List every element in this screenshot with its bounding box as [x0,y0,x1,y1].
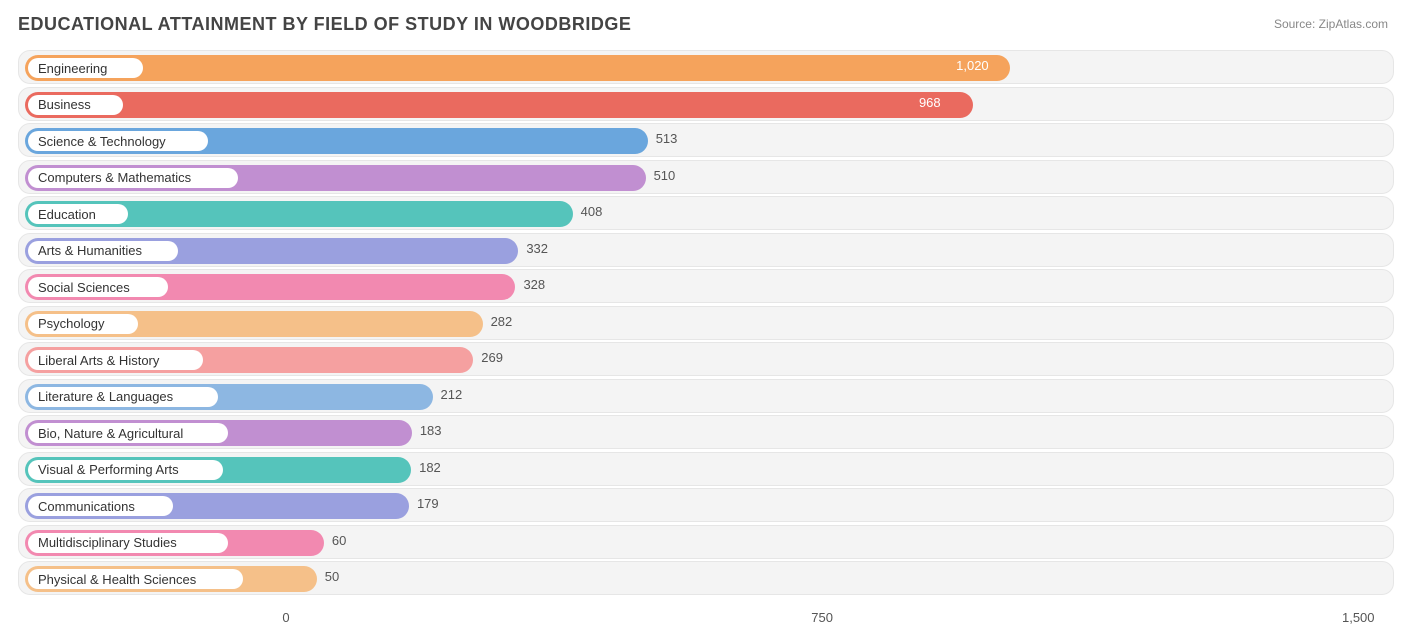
bar-value-label: 408 [581,204,603,219]
chart-header: EDUCATIONAL ATTAINMENT BY FIELD OF STUDY… [0,0,1406,40]
bar-label-pill: Visual & Performing Arts [28,460,223,480]
bar-value-label: 183 [420,423,442,438]
chart-row: Engineering 1,020 [18,50,1394,84]
bar-9: Literature & Languages [25,384,433,410]
bar-value-label: 513 [656,131,678,146]
bar-14: Physical & Health Sciences [25,566,317,592]
bar-0: Engineering [25,55,1010,81]
bar-label-pill: Social Sciences [28,277,168,297]
x-axis: 0 750 1,500 [18,605,1394,625]
chart-row: Communications 179 [18,488,1394,522]
x-axis-tick: 0 [282,610,289,625]
chart-row: Science & Technology 513 [18,123,1394,157]
bar-label-pill: Bio, Nature & Agricultural [28,423,228,443]
bar-value-label: 1,020 [956,58,989,73]
chart-row: Literature & Languages 212 [18,379,1394,413]
bar-value-label: 968 [919,95,941,110]
bar-label-pill: Business [28,95,123,115]
bar-11: Visual & Performing Arts [25,457,411,483]
bar-label-pill: Arts & Humanities [28,241,178,261]
chart-row: Education 408 [18,196,1394,230]
bar-3: Computers & Mathematics [25,165,646,191]
chart-title: EDUCATIONAL ATTAINMENT BY FIELD OF STUDY… [18,14,631,35]
bar-1: Business [25,92,973,118]
chart-row: Psychology 282 [18,306,1394,340]
bar-value-label: 182 [419,460,441,475]
bar-label-pill: Literature & Languages [28,387,218,407]
bar-7: Psychology [25,311,483,337]
chart-row: Computers & Mathematics 510 [18,160,1394,194]
bar-label-pill: Education [28,204,128,224]
bar-8: Liberal Arts & History [25,347,473,373]
chart-row: Multidisciplinary Studies 60 [18,525,1394,559]
chart-row: Liberal Arts & History 269 [18,342,1394,376]
bar-13: Multidisciplinary Studies [25,530,324,556]
chart-row: Bio, Nature & Agricultural 183 [18,415,1394,449]
bar-value-label: 510 [654,168,676,183]
x-axis-tick: 1,500 [1342,610,1375,625]
chart-row: Visual & Performing Arts 182 [18,452,1394,486]
bar-label-pill: Physical & Health Sciences [28,569,243,589]
x-axis-tick: 750 [811,610,833,625]
bar-value-label: 269 [481,350,503,365]
chart-row: Arts & Humanities 332 [18,233,1394,267]
bar-value-label: 212 [441,387,463,402]
bar-10: Bio, Nature & Agricultural [25,420,412,446]
bar-value-label: 332 [526,241,548,256]
bar-4: Education [25,201,573,227]
bar-label-pill: Multidisciplinary Studies [28,533,228,553]
bar-5: Arts & Humanities [25,238,518,264]
bar-value-label: 328 [523,277,545,292]
bar-label-pill: Science & Technology [28,131,208,151]
bar-label-pill: Liberal Arts & History [28,350,203,370]
bar-6: Social Sciences [25,274,515,300]
bar-value-label: 60 [332,533,346,548]
chart-row: Social Sciences 328 [18,269,1394,303]
chart-source: Source: ZipAtlas.com [1274,17,1388,31]
bar-2: Science & Technology [25,128,648,154]
bar-12: Communications [25,493,409,519]
bar-label-pill: Communications [28,496,173,516]
chart-row: Physical & Health Sciences 50 [18,561,1394,595]
bar-label-pill: Psychology [28,314,138,334]
bar-value-label: 282 [491,314,513,329]
chart-row: Business 968 [18,87,1394,121]
bar-value-label: 179 [417,496,439,511]
bar-label-pill: Engineering [28,58,143,78]
bar-value-label: 50 [325,569,339,584]
bar-label-pill: Computers & Mathematics [28,168,238,188]
chart-plot-area: Engineering 1,020 Business 968 Science & Tec… [18,50,1394,603]
